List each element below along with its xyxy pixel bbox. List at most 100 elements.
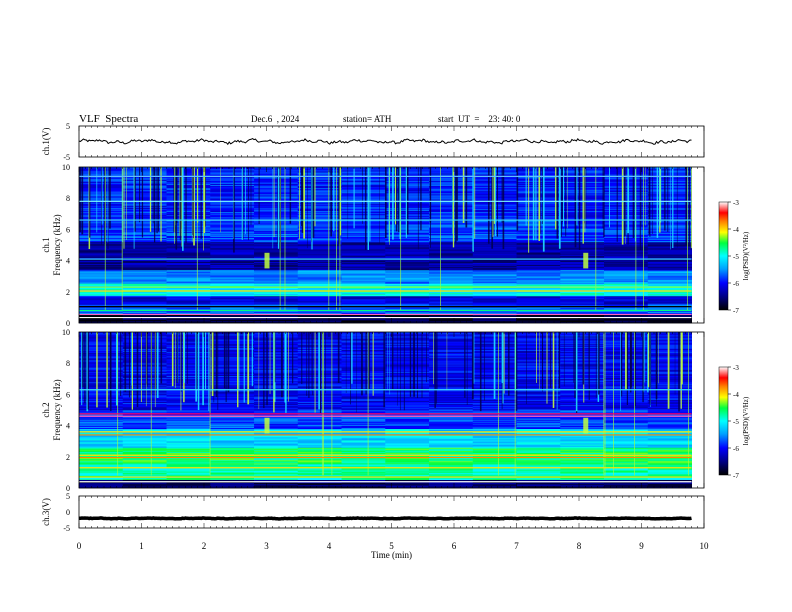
spectrogram-cell (166, 334, 211, 336)
spectrogram-cell (429, 386, 474, 388)
spectrogram-cell (122, 185, 167, 188)
spectrogram-cell (79, 406, 124, 409)
spectrogram-cell (604, 285, 649, 287)
spectrogram-cell (210, 449, 255, 451)
spectrogram-cell (385, 373, 430, 375)
spectrogram-cell (166, 265, 211, 268)
spectrogram-cell (647, 257, 692, 259)
spectrogram-cell (210, 314, 255, 317)
spectrogram-cell (604, 195, 649, 197)
spectrogram-cell (166, 220, 211, 222)
spectrogram-cell (429, 353, 474, 356)
spectrogram-cell (647, 284, 692, 286)
spectrogram-cell (297, 262, 342, 265)
spectrogram-cell (210, 202, 255, 204)
spectrogram-cell (254, 185, 299, 188)
spectrogram-cell (647, 276, 692, 278)
spectrogram-cell (341, 317, 386, 320)
spectrogram-cell (122, 450, 167, 452)
spectrogram-cell (254, 300, 299, 302)
spectrogram-cell (429, 238, 474, 241)
spectrogram-cell (560, 425, 605, 427)
spectrogram-cell (254, 407, 299, 410)
spectrogram-cell (429, 181, 474, 183)
spectrogram-cell (79, 478, 124, 480)
spectrogram-cell (385, 355, 430, 358)
spectrogram-cell (604, 180, 649, 182)
spectrogram-cell (254, 412, 299, 414)
spectrogram-cell (210, 273, 255, 275)
spectrogram-cell (604, 246, 649, 248)
spectrogram-cell (647, 397, 692, 399)
spectrogram-cell (210, 372, 255, 374)
spectrogram-cell (560, 374, 605, 376)
spectrogram-cell (516, 355, 561, 358)
spectrogram-cell (385, 273, 430, 275)
spectrogram-cell (341, 351, 386, 354)
spectrogram-cell (122, 347, 167, 349)
spectrogram-cell (79, 247, 124, 249)
spectrogram-cell (560, 187, 605, 190)
spectrogram-cell (122, 418, 167, 420)
spectrogram-cell (210, 351, 255, 354)
spectrogram-cell (210, 209, 255, 211)
spectrogram-cell (647, 196, 692, 198)
spectrogram-cell (385, 319, 430, 322)
spectrogram-cell (647, 350, 692, 353)
spectrogram-cell (79, 466, 124, 468)
spectrogram-cell (166, 259, 211, 261)
spectrogram-cell (122, 284, 167, 286)
spectrogram-cell (560, 388, 605, 390)
spectrogram-cell (560, 300, 605, 302)
spectrogram-cell (122, 300, 167, 302)
spectrogram-cell (254, 432, 299, 435)
spectrogram-cell (341, 226, 386, 228)
spectrogram-cell (210, 444, 255, 446)
spectrogram-cell (166, 305, 211, 307)
spectrogram-cell (560, 349, 605, 352)
spectrogram-cell (297, 236, 342, 239)
spectrogram-cell (604, 273, 649, 275)
spectrogram-cell (560, 301, 605, 303)
spectrogram-cell (560, 285, 605, 287)
spectrogram-cell (210, 405, 255, 408)
spectrogram-cell (341, 210, 386, 213)
spectrogram-cell (166, 310, 211, 312)
spectrogram-cell (516, 274, 561, 276)
spectrogram-cell (647, 318, 692, 321)
spectrogram-cell (254, 374, 299, 376)
spectrogram-cell (254, 272, 299, 274)
spectrogram-cell (647, 248, 692, 250)
spectrogram-cell (385, 482, 430, 485)
spectrogram-cell (254, 405, 299, 408)
spectrogram-cell (254, 414, 299, 416)
spectrogram-cell (122, 388, 167, 390)
spectrogram-cell (385, 408, 430, 411)
spectrogram-cell (254, 341, 299, 343)
spectrogram-cell (166, 301, 211, 303)
spectrogram-cell (516, 455, 561, 458)
spectrogram-cell (560, 463, 605, 465)
spectrogram-cell (647, 205, 692, 207)
spectrogram-cell (79, 310, 124, 312)
spectrogram-cell (560, 338, 605, 340)
spectrogram-cell (341, 338, 386, 340)
spectrogram-cell (210, 315, 255, 318)
spectrogram-cell (604, 320, 649, 323)
spectrogram-cell (254, 220, 299, 222)
spectrogram-cell (254, 428, 299, 431)
spectrogram-cell (472, 283, 517, 285)
spectrogram-cell (254, 187, 299, 190)
spectrogram-cell (341, 411, 386, 413)
spectrogram-cell (254, 299, 299, 301)
spectrogram-cell (472, 278, 517, 280)
spectrogram-cell (341, 320, 386, 323)
spectrogram-cell (122, 429, 167, 432)
spectrogram-cell (429, 182, 474, 184)
spectrogram-cell (647, 310, 692, 312)
spectrogram-cell (647, 382, 692, 385)
spectrogram-cell (341, 189, 386, 192)
spectrogram-cell (79, 209, 124, 211)
spectrogram-cell (604, 222, 649, 224)
